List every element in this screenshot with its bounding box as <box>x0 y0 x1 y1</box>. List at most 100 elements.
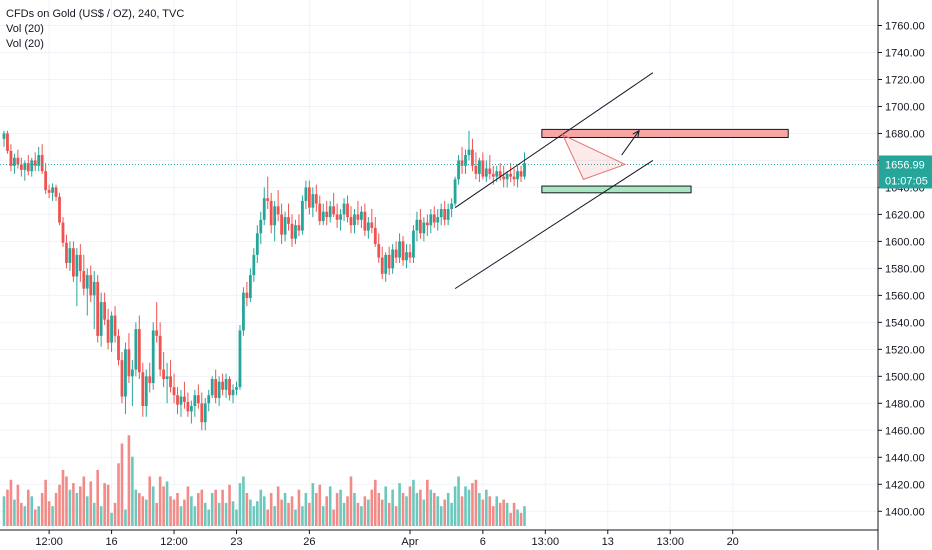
volume-bar <box>200 489 204 526</box>
volume-bar <box>6 489 9 526</box>
volume-bar <box>217 502 221 526</box>
volume-bar <box>89 481 93 526</box>
volume-bar <box>450 502 453 526</box>
price-axis-label: 1440.00 <box>885 452 925 464</box>
candle-body <box>464 155 467 166</box>
candle-body <box>155 330 159 336</box>
volume-bar <box>353 493 356 526</box>
volume-bar <box>203 502 207 526</box>
time-axis-label: 26 <box>303 536 315 548</box>
volume-bar <box>297 489 301 526</box>
price-axis-label: 1400.00 <box>885 506 925 518</box>
volume-bar <box>120 443 124 526</box>
candle-body <box>321 211 325 222</box>
candle-body <box>523 163 526 177</box>
volume-bar <box>315 493 318 526</box>
symbol-title[interactable]: CFDs on Gold (US$ / OZ), 240, TVC <box>6 8 185 20</box>
candle-body <box>200 403 204 423</box>
volume-indicator-label[interactable]: Vol (20) <box>6 23 44 35</box>
volume-bar <box>453 486 457 526</box>
volume-bar <box>242 476 245 526</box>
price-axis-label: 1460.00 <box>885 425 925 437</box>
candle-body <box>477 160 481 174</box>
volume-bar <box>44 479 47 526</box>
candle-body <box>99 302 103 336</box>
candle-body <box>148 376 152 384</box>
candle-body <box>380 257 384 274</box>
target-arrow <box>621 130 640 156</box>
candle-body <box>436 217 440 223</box>
candle-body <box>346 203 349 218</box>
candle-body <box>505 173 509 180</box>
candle-body <box>165 376 169 380</box>
candle-body <box>356 214 360 220</box>
candle-body <box>498 171 502 177</box>
volume-bar <box>13 499 16 526</box>
volume-bar <box>155 502 158 526</box>
volume-bar <box>20 502 23 526</box>
candle-body <box>238 330 242 388</box>
candle-body <box>106 319 110 343</box>
volume-bar <box>325 496 329 526</box>
volume-bar <box>432 493 436 526</box>
volume-bar <box>172 499 176 526</box>
candle-body <box>221 381 225 390</box>
volume-bar <box>256 501 259 526</box>
chart-drawings[interactable] <box>454 72 789 290</box>
price-axis-label: 1560.00 <box>885 290 925 302</box>
volume-bar <box>186 486 190 526</box>
candle-body <box>9 150 13 166</box>
candle-body <box>391 249 395 269</box>
volume-bar <box>207 509 211 526</box>
candle-body <box>228 379 231 396</box>
volume-bar <box>349 476 353 526</box>
candle-body <box>377 244 381 258</box>
volume-bar <box>429 489 433 526</box>
candle-body <box>78 254 82 272</box>
volume-bar <box>342 502 346 526</box>
volume-bar <box>190 496 193 526</box>
candle-body <box>474 165 478 174</box>
volume-bar <box>238 483 242 526</box>
candle-body <box>353 214 356 226</box>
price-axis-label: 1540.00 <box>885 317 925 329</box>
volume-bar <box>103 483 106 526</box>
volume-bar <box>509 512 512 526</box>
candle-body <box>103 302 107 320</box>
candle-body <box>217 381 221 398</box>
candle-body <box>443 209 447 220</box>
volume-bar <box>308 502 311 526</box>
candle-body <box>366 222 370 231</box>
candle-body <box>110 315 113 343</box>
volume-bar <box>30 496 34 526</box>
candle-body <box>248 275 252 299</box>
volume-indicator-label-2[interactable]: Vol (20) <box>6 38 44 50</box>
volume-bar <box>408 486 412 526</box>
triangle-pattern <box>561 133 627 180</box>
volume-bar <box>54 493 58 526</box>
candle-body <box>276 206 280 215</box>
volume-bar <box>127 435 131 526</box>
volume-bar <box>262 496 266 526</box>
volume-bar <box>467 489 471 526</box>
price-axis[interactable]: 1400.00 1420.00 1440.00 1460.00 1480.00 1500.… <box>877 0 925 550</box>
volume-bar <box>23 506 27 526</box>
candle-body <box>68 248 72 263</box>
candle-body <box>189 406 193 412</box>
candle-body <box>26 163 30 172</box>
candle-body <box>370 222 374 228</box>
volume-bar <box>228 484 231 526</box>
volume-bar <box>523 506 526 526</box>
candle-body <box>484 168 488 177</box>
time-axis[interactable]: 12:00 16 12:00 23 26 Apr 6 13:00 13 13:00 20 <box>0 529 878 548</box>
candle-body <box>429 214 433 226</box>
volume-bar <box>235 509 238 526</box>
candle-body <box>294 225 297 239</box>
price-badge: 1656.99 01:07:05 <box>879 155 932 189</box>
candle-body <box>179 396 183 405</box>
candle-body <box>51 187 54 193</box>
price-axis-label: 1740.00 <box>885 47 925 59</box>
price-axis-label: 1520.00 <box>885 344 925 356</box>
candle-body <box>398 241 401 258</box>
